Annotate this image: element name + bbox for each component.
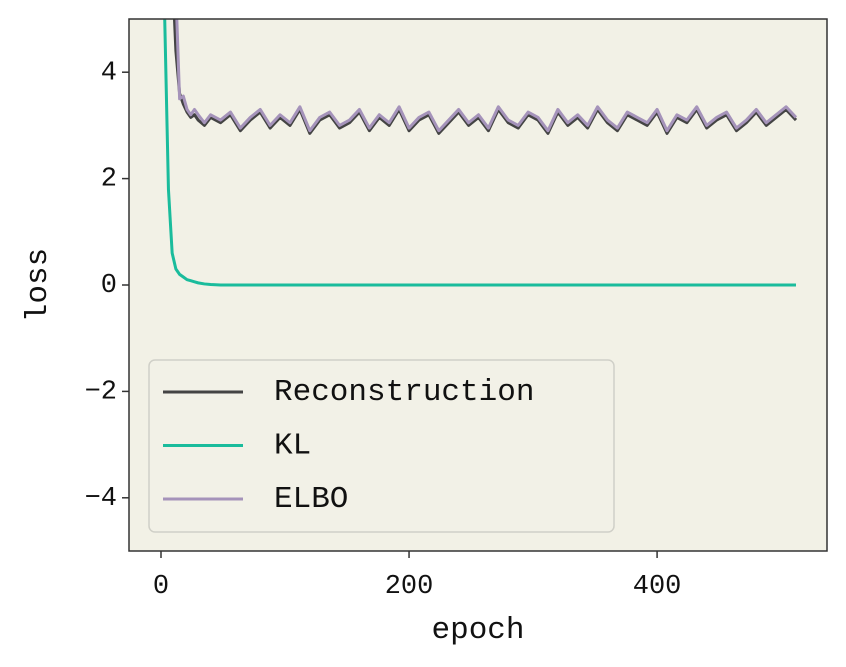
y-tick-label: 4: [101, 58, 117, 88]
line-series: [163, 19, 796, 287]
legend-box: [148, 359, 615, 533]
x-tick-label: 200: [385, 572, 434, 602]
y-axis-label: loss: [21, 248, 56, 322]
y-tick-label: 0: [101, 271, 117, 301]
line-series: [172, 19, 798, 135]
x-tick-label: 400: [633, 572, 682, 602]
legend: Reconstruction KL ELBO: [148, 359, 615, 533]
legend-label: Reconstruction: [274, 375, 534, 410]
y-tick-label: 2: [101, 165, 117, 195]
plot-lines: [163, 19, 798, 287]
legend-label: KL: [274, 429, 311, 464]
x-tick-label: 0: [153, 572, 169, 602]
x-axis-label: epoch: [431, 613, 524, 648]
y-tick-label: −2: [85, 378, 117, 408]
y-tick-label: −4: [85, 484, 117, 514]
legend-label: ELBO: [274, 482, 348, 517]
line-series: [175, 19, 798, 133]
